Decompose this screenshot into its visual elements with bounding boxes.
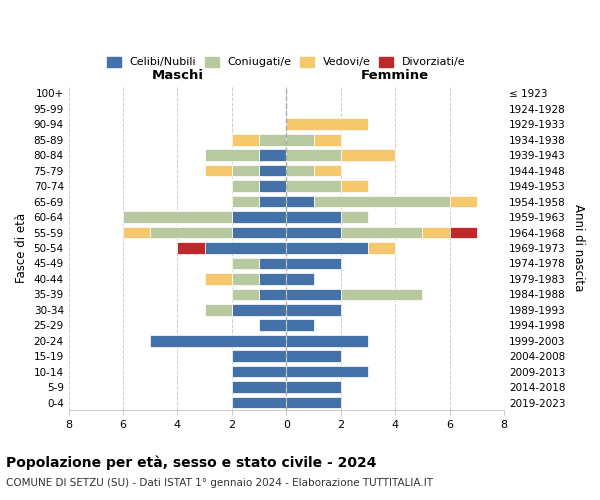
Bar [314,196,449,207]
Bar [341,180,368,192]
Bar [286,211,341,223]
Bar [232,134,259,145]
Bar [259,320,286,331]
Bar [232,366,286,378]
Bar [286,180,341,192]
Bar [259,150,286,161]
Bar [286,134,314,145]
Bar [286,226,341,238]
Bar [314,134,341,145]
Bar [259,273,286,284]
Bar [449,196,477,207]
Bar [123,211,232,223]
Bar [341,150,395,161]
Bar [286,320,314,331]
Text: Popolazione per età, sesso e stato civile - 2024: Popolazione per età, sesso e stato civil… [6,455,377,469]
Bar [259,180,286,192]
Bar [232,165,259,176]
Bar [286,258,341,269]
Bar [232,211,286,223]
Text: Femmine: Femmine [361,70,429,82]
Bar [449,226,477,238]
Bar [232,258,259,269]
Text: COMUNE DI SETZU (SU) - Dati ISTAT 1° gennaio 2024 - Elaborazione TUTTITALIA.IT: COMUNE DI SETZU (SU) - Dati ISTAT 1° gen… [6,478,433,488]
Bar [259,134,286,145]
Bar [232,350,286,362]
Bar [232,196,259,207]
Bar [205,165,232,176]
Bar [286,350,341,362]
Bar [205,273,232,284]
Bar [341,211,368,223]
Bar [232,180,259,192]
Bar [286,150,341,161]
Bar [286,242,368,254]
Bar [259,165,286,176]
Bar [259,196,286,207]
Bar [286,304,341,316]
Bar [341,226,422,238]
Bar [286,196,314,207]
Y-axis label: Fasce di età: Fasce di età [15,213,28,283]
Bar [232,397,286,408]
Bar [150,226,232,238]
Bar [232,226,286,238]
Bar [286,288,341,300]
Y-axis label: Anni di nascita: Anni di nascita [572,204,585,292]
Bar [286,366,368,378]
Legend: Celibi/Nubili, Coniugati/e, Vedovi/e, Divorziati/e: Celibi/Nubili, Coniugati/e, Vedovi/e, Di… [103,52,470,72]
Bar [232,288,259,300]
Bar [314,165,341,176]
Bar [286,273,314,284]
Bar [232,304,286,316]
Text: Maschi: Maschi [151,70,203,82]
Bar [422,226,449,238]
Bar [259,288,286,300]
Bar [178,242,205,254]
Bar [205,150,259,161]
Bar [232,382,286,393]
Bar [368,242,395,254]
Bar [205,304,232,316]
Bar [259,258,286,269]
Bar [286,165,314,176]
Bar [341,288,422,300]
Bar [205,242,286,254]
Bar [286,118,368,130]
Bar [150,335,286,346]
Bar [232,273,259,284]
Bar [286,397,341,408]
Bar [123,226,150,238]
Bar [286,335,368,346]
Bar [286,382,341,393]
